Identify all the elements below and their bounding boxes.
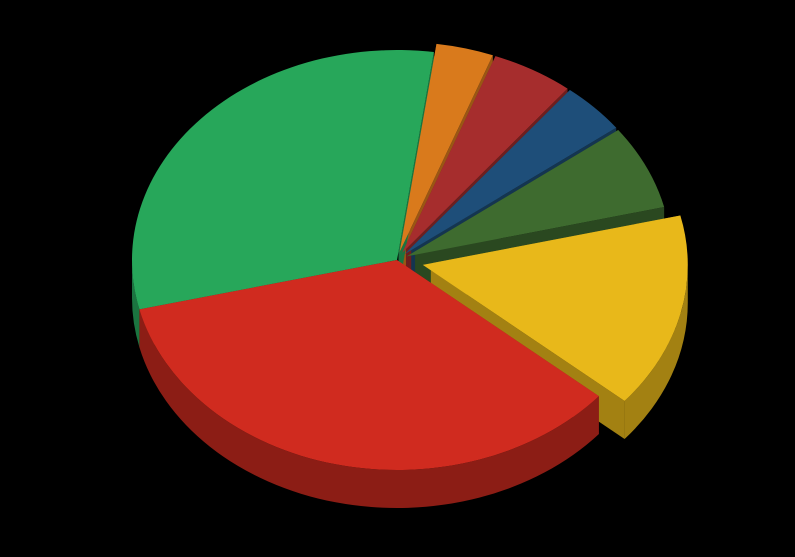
pie-chart-3d [0,0,795,557]
